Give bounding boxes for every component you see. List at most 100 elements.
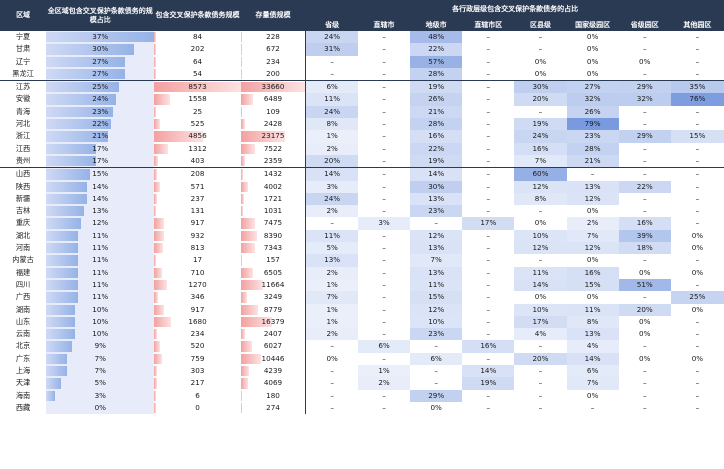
level-cell: 0%	[534, 68, 547, 78]
level-cell: –	[695, 155, 700, 165]
level-cell: –	[382, 94, 386, 104]
level-cell: 6%	[566, 365, 619, 378]
total-debt-value: 23175	[261, 131, 285, 141]
row-share-all: 3%	[46, 389, 155, 402]
cross-debt-bar	[154, 353, 163, 365]
total-debt-bar	[240, 193, 244, 205]
cross-debt-bar	[154, 267, 162, 278]
level-cell: 19%	[514, 118, 567, 131]
level-cell: –	[486, 243, 491, 253]
cross-debt-value: 1312	[188, 143, 207, 153]
row-debt-total: 7343	[240, 242, 306, 254]
level-cell: 0%	[534, 218, 547, 228]
level-cell: –	[357, 167, 411, 181]
row-region: 黑龙江	[12, 68, 34, 78]
level-cell: 0%	[534, 56, 547, 66]
row-region: 内蒙古	[12, 255, 34, 265]
level-cell: 26%	[566, 105, 619, 119]
row-debt-cross: 202	[154, 43, 240, 55]
cross-debt-bar	[154, 119, 160, 130]
level-cell: 30%	[514, 80, 567, 94]
level-cell: –	[538, 206, 543, 216]
row-debt-total: 33660	[240, 80, 306, 94]
level-cell: 23%	[566, 130, 619, 143]
cross-debt-value: 131	[190, 206, 205, 216]
level-cell: –	[382, 255, 386, 265]
level-cell: 10%	[514, 229, 567, 243]
total-debt-value: 234	[266, 56, 280, 66]
table-row: 江西 17% 1312 7522 2% – 22% – 16% 28% – –	[0, 142, 724, 155]
level-cell: 4%	[514, 328, 567, 341]
cross-debt-bar	[154, 94, 171, 105]
level-cell: 12%	[514, 242, 567, 255]
row-share-all: 17%	[46, 154, 155, 168]
total-debt-value: 6505	[263, 267, 283, 277]
total-debt-value: 180	[266, 390, 280, 400]
cross-debt-bar	[154, 155, 159, 167]
level-cell: –	[538, 390, 543, 400]
level-cell: –	[538, 32, 543, 41]
cross-debt-bar	[154, 206, 157, 217]
level-cell: 0%	[586, 390, 599, 400]
row-share-all: 14%	[46, 192, 155, 206]
row-debt-total: 10446	[240, 353, 306, 365]
level-cell: 11%	[514, 266, 567, 279]
cross-debt-bar	[154, 44, 157, 55]
level-cell: 12%	[514, 180, 567, 193]
share-value: 27%	[92, 56, 109, 66]
level-cell: –	[486, 155, 491, 165]
level-cell: –	[695, 341, 700, 351]
level-cell: 20%	[514, 352, 567, 366]
share-bar	[46, 82, 120, 93]
level-cell: –	[538, 44, 543, 54]
row-debt-total: 4002	[240, 181, 306, 193]
row-debt-total: 228	[240, 31, 306, 43]
level-cell: 2%	[305, 266, 358, 279]
share-bar	[46, 341, 73, 352]
level-cell: –	[642, 206, 647, 216]
row-region: 山西	[0, 167, 47, 181]
row-region: 福建	[15, 267, 31, 277]
header-level-4: 区县级	[514, 19, 567, 31]
level-cell: 20%	[618, 303, 671, 316]
row-debt-total: 180	[240, 390, 306, 402]
level-cell: –	[486, 193, 491, 203]
cross-debt-value: 17	[192, 255, 203, 265]
level-cell: 5%	[305, 242, 358, 255]
row-debt-total: 109	[240, 106, 306, 118]
cross-debt-bar	[154, 255, 157, 266]
row-region: 贵州	[15, 155, 31, 165]
row-share-all: 25%	[46, 80, 155, 94]
level-cell: –	[538, 255, 543, 265]
share-bar	[46, 181, 88, 192]
row-share-all: 11%	[46, 242, 155, 255]
level-cell: –	[486, 316, 491, 326]
level-cell: –	[382, 206, 386, 216]
level-cell: –	[695, 193, 700, 203]
level-cell: 13%	[410, 242, 463, 255]
share-value: 7%	[94, 353, 106, 363]
row-share-all: 11%	[46, 229, 155, 243]
row-debt-total: 4069	[240, 377, 306, 389]
level-cell: –	[305, 389, 358, 402]
level-cell: 13%	[410, 266, 463, 279]
header-level-2: 地级市	[410, 19, 463, 31]
total-debt-bar	[240, 267, 254, 278]
level-cell: –	[382, 390, 386, 400]
row-region: 西藏	[15, 402, 31, 412]
total-debt-value: 6489	[263, 94, 283, 104]
level-cell: 22%	[410, 142, 463, 155]
total-debt-value: 2407	[263, 329, 283, 339]
share-value: 11%	[92, 243, 109, 253]
cross-debt-bar	[154, 193, 157, 205]
total-debt-bar	[240, 279, 264, 291]
level-cell: –	[538, 378, 543, 388]
row-share-all: 21%	[46, 130, 155, 143]
level-cell: 0%	[586, 56, 599, 66]
cross-debt-value: 208	[190, 169, 205, 179]
cross-debt-bar	[154, 378, 157, 389]
total-debt-value: 2428	[263, 119, 283, 129]
level-cell: –	[486, 206, 491, 216]
row-debt-cross: 8573	[154, 80, 241, 94]
row-debt-cross: 4856	[154, 130, 240, 142]
